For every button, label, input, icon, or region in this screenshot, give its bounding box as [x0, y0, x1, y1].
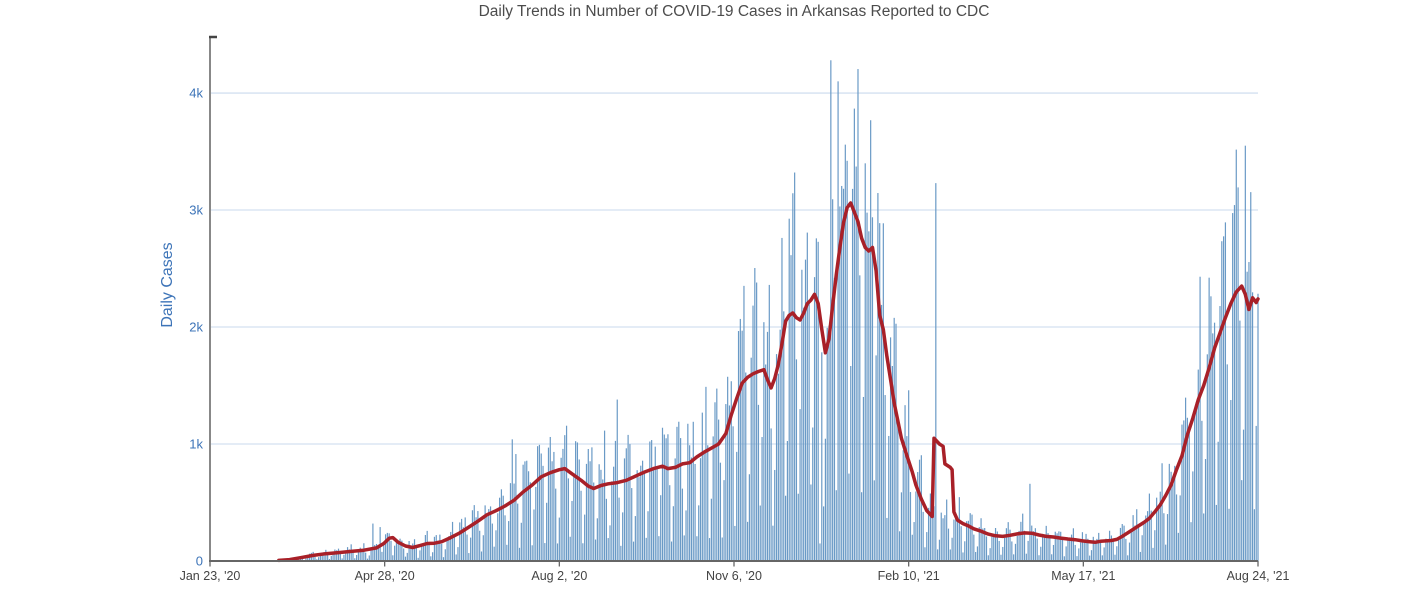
x-tick-label: May 17, '21 [1051, 569, 1115, 583]
gridlines [210, 92, 1258, 445]
x-axis-ticks: Jan 23, '20 Apr 28, '20 Aug 2, '20 Nov 6, '… [180, 561, 1290, 583]
x-tick-label: Apr 28, '20 [355, 569, 415, 583]
y-tick-label: 2k [189, 320, 203, 335]
x-tick-label: Aug 2, '20 [531, 569, 587, 583]
y-tick-label: 4k [189, 86, 203, 101]
x-tick-label: Nov 6, '20 [706, 569, 762, 583]
x-tick-label: Aug 24, '21 [1227, 569, 1290, 583]
chart-title: Daily Trends in Number of COVID-19 Cases… [478, 3, 990, 20]
trend-line [277, 201, 1260, 563]
x-tick-label: Feb 10, '21 [878, 569, 940, 583]
y-axis-ticks: 0 1k 2k 3k 4k [189, 86, 203, 569]
y-tick-label: 0 [196, 554, 203, 569]
daily-cases-bars [279, 60, 1259, 562]
y-tick-label: 1k [189, 437, 203, 452]
y-tick-label: 3k [189, 203, 203, 218]
x-tick-label: Jan 23, '20 [180, 569, 241, 583]
